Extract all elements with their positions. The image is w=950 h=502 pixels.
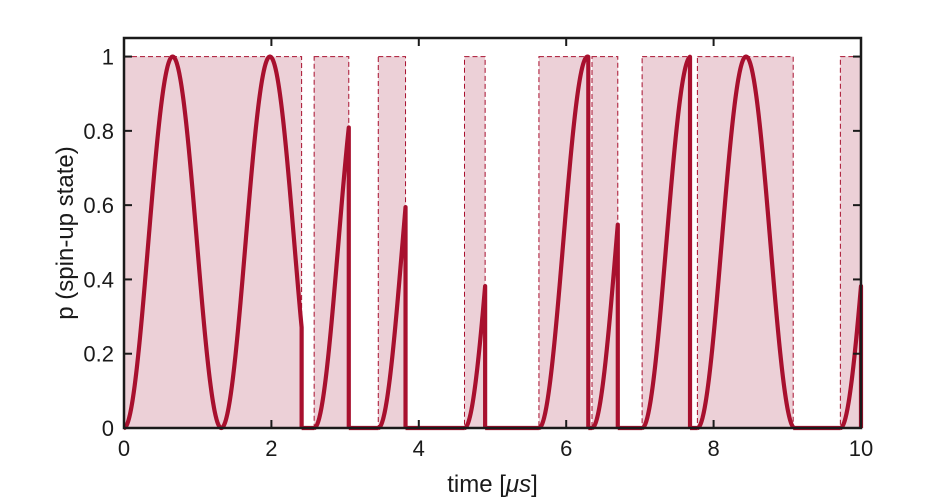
y-tick-label: 0.8 [83, 119, 114, 144]
y-tick-label: 0.2 [83, 342, 114, 367]
x-tick-label: 4 [413, 436, 425, 461]
drive-on-region-0 [123, 56, 303, 429]
y-tick-label: 0.4 [83, 267, 114, 292]
y-tick-label: 0 [102, 416, 114, 441]
x-axis: 0 2 4 6 8 10 [118, 38, 873, 461]
y-tick-label: 1 [102, 45, 114, 70]
x-tick-label: 8 [707, 436, 719, 461]
x-tick-label: 0 [118, 436, 130, 461]
x-tick-label: 2 [265, 436, 277, 461]
x-axis-label: time [μs] [447, 471, 538, 498]
drive-on-region-1 [313, 56, 350, 429]
y-axis: 0 0.2 0.4 0.6 0.8 1 [83, 45, 861, 441]
y-tick-label: 0.6 [83, 193, 114, 218]
plot-frame [122, 36, 863, 430]
x-tick-label: 10 [849, 436, 873, 461]
y-axis-label: p (spin-up state) [52, 146, 79, 319]
x-tick-label: 6 [560, 436, 572, 461]
